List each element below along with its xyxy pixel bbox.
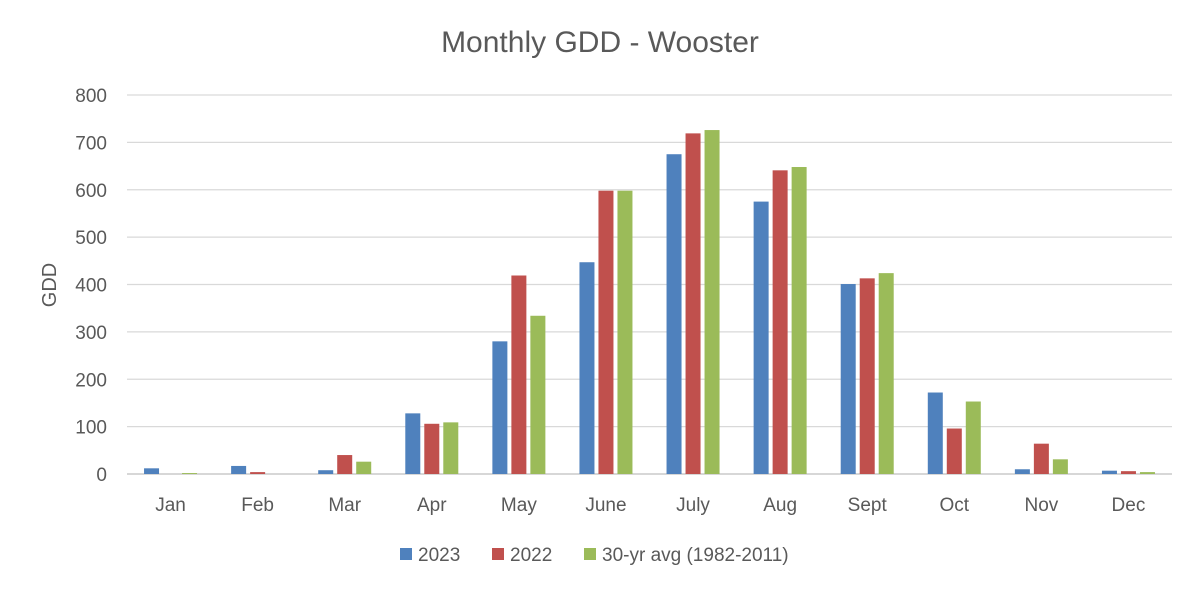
y-tick-label: 400 (75, 276, 107, 297)
x-tick-label: Feb (241, 495, 274, 516)
bar-2022-dec (1120, 471, 1136, 474)
y-tick-label: 600 (75, 181, 107, 202)
y-tick-label: 700 (75, 133, 107, 154)
bar-30-yr-avg-1982-2011--may (530, 315, 546, 474)
bar-2022-june (598, 190, 614, 474)
bar-2022-oct (946, 428, 962, 474)
bar-2023-june (579, 262, 595, 474)
bar-30-yr-avg-1982-2011--july (704, 130, 720, 474)
y-tick-label: 100 (75, 418, 107, 439)
x-tick-label: Mar (328, 495, 361, 516)
y-axis-ticks: 0 100 200 300 400 500 600 700 800 (75, 86, 107, 486)
legend-swatch (584, 548, 596, 560)
bar-2023-sept (840, 284, 856, 474)
legend-swatch (492, 548, 504, 560)
x-tick-label: Oct (940, 495, 970, 516)
bar-2022-may (511, 275, 527, 474)
y-tick-label: 300 (75, 323, 107, 344)
bar-2023-aug (753, 201, 769, 474)
bar-30-yr-avg-1982-2011--mar (356, 461, 372, 474)
bar-30-yr-avg-1982-2011--dec (1139, 472, 1155, 474)
bar-30-yr-avg-1982-2011--nov (1052, 459, 1068, 474)
bars (144, 130, 1155, 475)
bar-2023-apr (405, 413, 421, 474)
x-tick-label: Jan (155, 495, 186, 516)
y-tick-label: 800 (75, 86, 107, 107)
y-tick-label: 0 (96, 465, 107, 486)
bar-2022-mar (337, 455, 353, 474)
bar-30-yr-avg-1982-2011--jan (182, 473, 198, 474)
y-axis-label: GDD (39, 263, 61, 307)
bar-2023-jan (144, 468, 160, 474)
bar-2022-nov (1033, 443, 1049, 474)
x-tick-label: June (585, 495, 626, 516)
bar-2023-july (666, 154, 682, 474)
bar-30-yr-avg-1982-2011--june (617, 190, 633, 474)
bar-2023-may (492, 341, 508, 474)
gridlines (127, 94, 1172, 475)
chart-title: Monthly GDD - Wooster (441, 26, 759, 59)
bar-2023-nov (1014, 469, 1030, 474)
x-tick-label: Nov (1024, 495, 1058, 516)
legend-label: 2022 (510, 545, 552, 566)
bar-2022-apr (424, 423, 440, 474)
bar-2023-oct (927, 392, 943, 474)
bar-2022-sept (859, 278, 875, 474)
legend-label: 2023 (418, 545, 460, 566)
bar-2022-july (685, 133, 701, 474)
bar-2022-aug (772, 170, 788, 475)
x-axis-ticks: Jan Feb Mar Apr May June July Aug Sept Oct Nov Dec (155, 495, 1145, 516)
x-tick-label: Aug (763, 495, 797, 516)
bar-2023-dec (1101, 470, 1117, 474)
bar-2022-feb (250, 472, 266, 474)
bar-2023-mar (318, 470, 334, 474)
bar-30-yr-avg-1982-2011--oct (965, 401, 981, 474)
x-tick-label: Sept (848, 495, 888, 516)
bar-30-yr-avg-1982-2011--apr (443, 422, 459, 474)
x-tick-label: Apr (417, 495, 447, 516)
x-tick-label: July (676, 495, 710, 516)
bar-2023-feb (231, 465, 247, 474)
y-tick-label: 200 (75, 370, 107, 391)
bar-30-yr-avg-1982-2011--aug (791, 167, 807, 474)
x-tick-label: May (501, 495, 537, 516)
x-tick-label: Dec (1112, 495, 1146, 516)
legend-swatch (400, 548, 412, 560)
legend: 2023 2022 30-yr avg (1982-2011) (400, 545, 789, 566)
y-tick-label: 500 (75, 228, 107, 249)
legend-label: 30-yr avg (1982-2011) (602, 545, 789, 566)
bar-30-yr-avg-1982-2011--sept (878, 273, 894, 474)
